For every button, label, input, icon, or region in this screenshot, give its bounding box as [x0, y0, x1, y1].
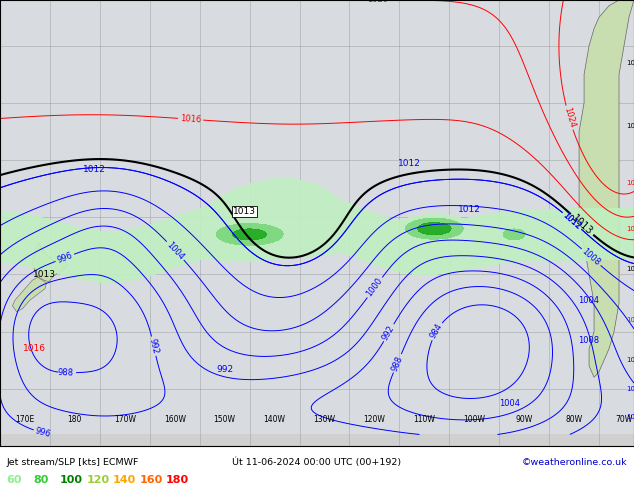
Text: 80: 80	[33, 475, 48, 485]
Text: 1013: 1013	[569, 213, 594, 237]
Polygon shape	[579, 0, 634, 377]
Text: 160: 160	[139, 475, 163, 485]
Text: 60: 60	[6, 475, 22, 485]
Text: 1004: 1004	[499, 399, 520, 408]
Polygon shape	[32, 243, 67, 282]
Text: ©weatheronline.co.uk: ©weatheronline.co.uk	[522, 458, 628, 467]
Text: 160W: 160W	[164, 415, 186, 424]
Text: 988: 988	[58, 368, 74, 377]
Text: 992: 992	[216, 365, 233, 373]
Text: 1000: 1000	[365, 276, 385, 298]
Text: 996: 996	[56, 251, 74, 265]
Text: 120W: 120W	[363, 415, 385, 424]
Text: 170W: 170W	[114, 415, 136, 424]
Text: 180: 180	[166, 475, 189, 485]
Text: 1012: 1012	[458, 204, 481, 214]
Text: 1024: 1024	[562, 106, 576, 129]
Text: 1012: 1012	[398, 159, 421, 168]
Polygon shape	[13, 277, 46, 312]
Polygon shape	[0, 0, 634, 435]
Text: 1012: 1012	[84, 165, 107, 173]
Text: 1013: 1013	[626, 123, 634, 129]
Text: 984: 984	[429, 322, 444, 341]
Text: 140: 140	[113, 475, 136, 485]
Text: 120: 120	[86, 475, 109, 485]
Text: 1016: 1016	[179, 114, 202, 124]
Text: Út 11-06-2024 00:00 UTC (00+192): Út 11-06-2024 00:00 UTC (00+192)	[233, 458, 401, 467]
Text: 1020: 1020	[367, 0, 388, 4]
Text: 140W: 140W	[264, 415, 285, 424]
Text: 1012: 1012	[626, 415, 634, 420]
Text: 80W: 80W	[566, 415, 583, 424]
Text: 1004: 1004	[626, 386, 634, 392]
Text: 150W: 150W	[214, 415, 236, 424]
Text: 1008: 1008	[578, 336, 600, 345]
Text: 1012: 1012	[561, 211, 583, 231]
Text: 1020: 1020	[626, 180, 634, 186]
Text: 1012: 1012	[561, 211, 583, 231]
Text: 992: 992	[148, 338, 160, 355]
Text: 1016: 1016	[626, 317, 634, 323]
Text: 1008: 1008	[626, 357, 634, 363]
Text: 1013: 1013	[626, 60, 634, 66]
Text: 996: 996	[34, 426, 52, 439]
Text: 110W: 110W	[413, 415, 436, 424]
Text: 70W: 70W	[616, 415, 633, 424]
Text: 992: 992	[381, 324, 397, 342]
Text: 1004: 1004	[165, 240, 186, 262]
Text: 180: 180	[68, 415, 82, 424]
Text: 1004: 1004	[579, 296, 600, 305]
Text: 90W: 90W	[515, 415, 533, 424]
Text: 170E: 170E	[15, 415, 35, 424]
Text: 1013: 1013	[626, 266, 634, 271]
Text: 1016: 1016	[626, 226, 634, 232]
Text: 1016: 1016	[23, 344, 46, 353]
Text: Jet stream/SLP [kts] ECMWF: Jet stream/SLP [kts] ECMWF	[6, 458, 139, 467]
Text: 100W: 100W	[463, 415, 485, 424]
Text: 100: 100	[60, 475, 82, 485]
Text: 1013: 1013	[233, 207, 256, 216]
Text: 988: 988	[390, 354, 404, 372]
Text: 1008: 1008	[580, 247, 602, 268]
Text: 130W: 130W	[313, 415, 335, 424]
Text: 1013: 1013	[34, 270, 56, 279]
